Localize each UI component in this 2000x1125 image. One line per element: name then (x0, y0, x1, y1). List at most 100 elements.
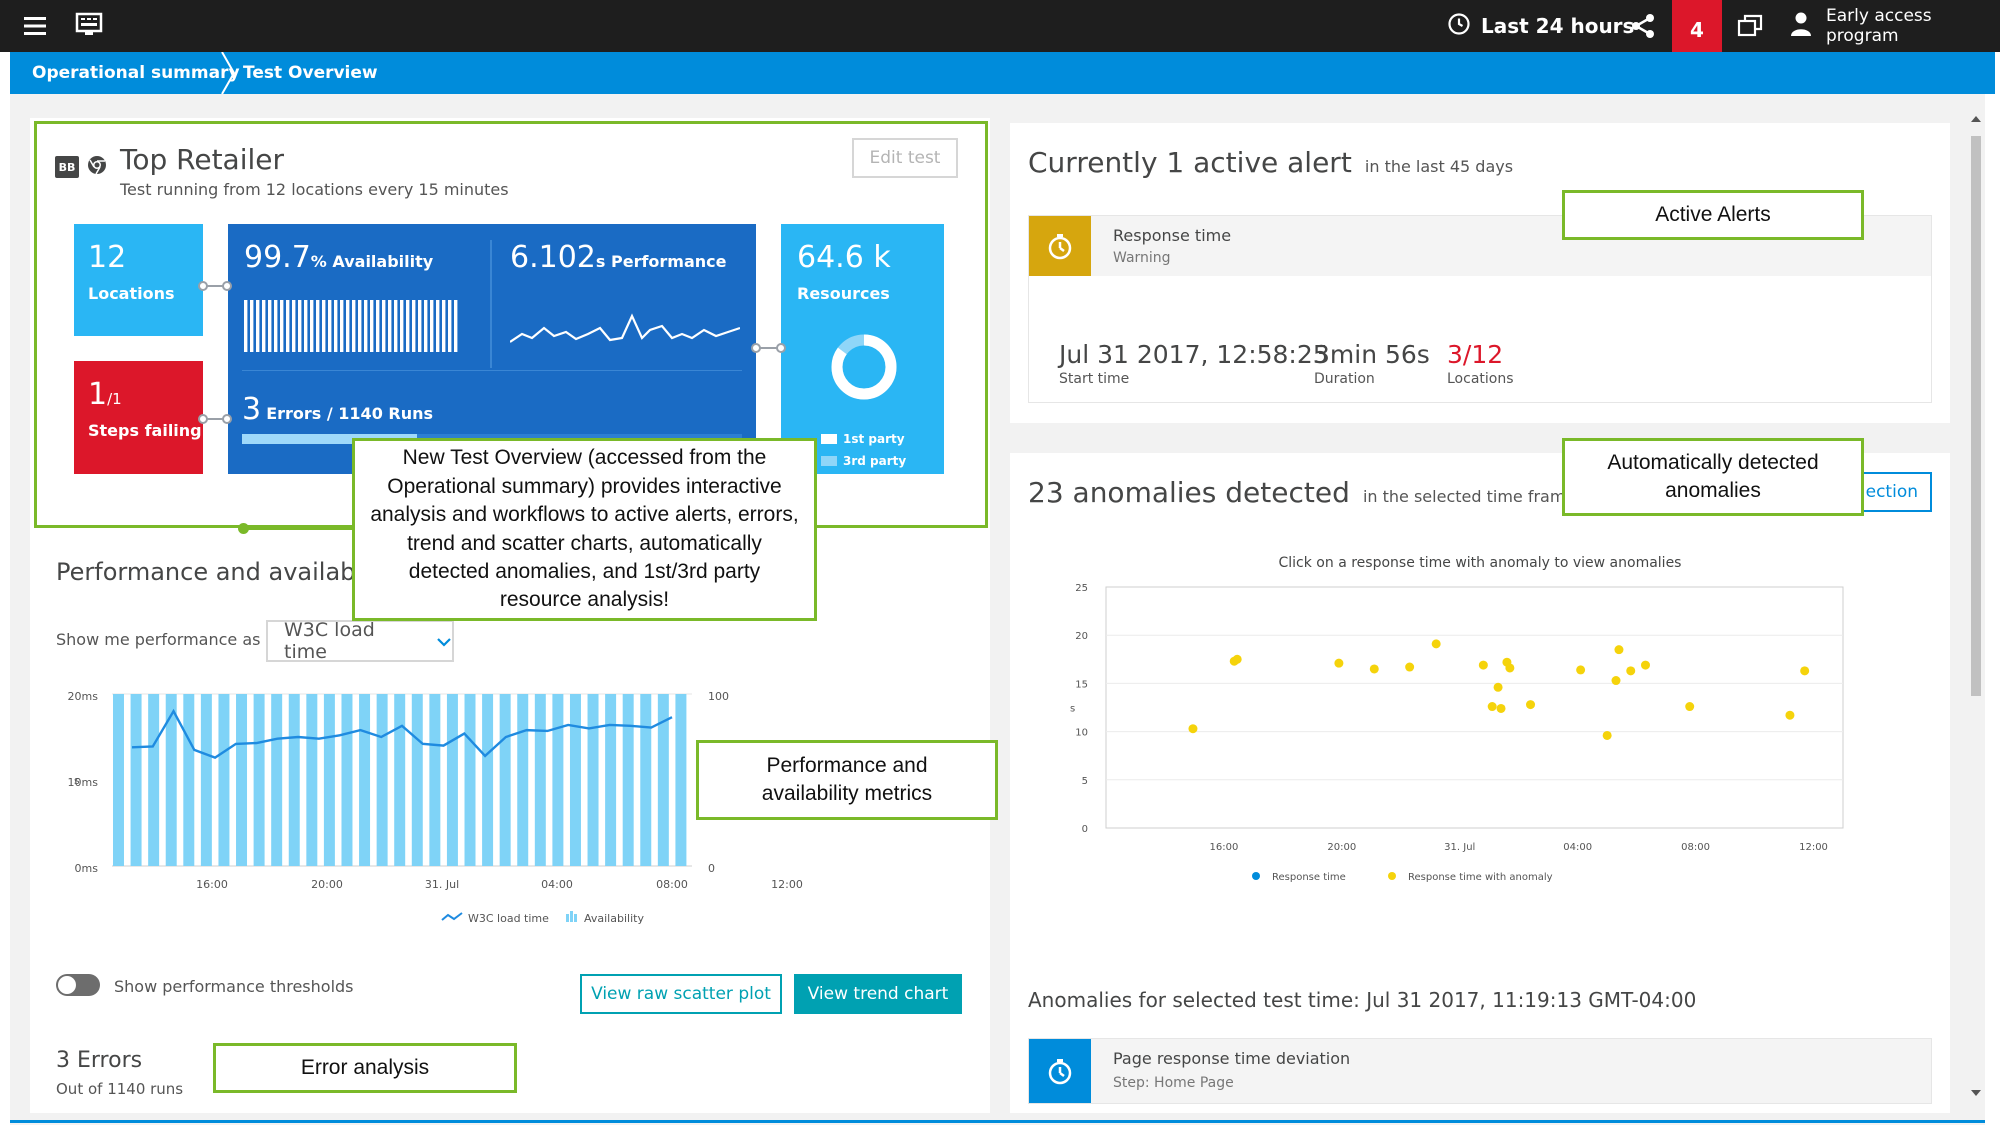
resources-tile[interactable]: 64.6 k Resources 1st party 3rd party (781, 224, 944, 474)
breadcrumb-test-overview[interactable]: Test Overview (243, 63, 378, 83)
availability-bar (587, 694, 599, 866)
legend-availability-label: Availability (584, 912, 644, 925)
anomalies-card (1010, 453, 1950, 1113)
performance-sparkline (510, 313, 740, 343)
performance-thresholds-toggle[interactable] (56, 974, 100, 996)
monitor-icon[interactable] (74, 10, 104, 40)
share-icon[interactable] (1630, 12, 1658, 40)
availability-spark-bar (292, 300, 296, 352)
alert-start-time-value: Jul 31 2017, 12:58:25 (1059, 340, 1329, 369)
anomaly-point (1487, 702, 1497, 712)
locations-value: 12 (88, 240, 127, 275)
anomaly-point (1602, 730, 1612, 740)
availability-bar (446, 694, 458, 866)
anomaly-point (1614, 645, 1624, 655)
stopwatch-icon (1029, 216, 1091, 276)
highlight-connector-line (244, 528, 354, 530)
early-access-label: Early access program (1826, 6, 1932, 46)
locations-tile[interactable]: 12 Locations (74, 224, 203, 336)
performance-callout-line: availability metrics (761, 782, 933, 805)
availability-spark-bar (370, 300, 374, 352)
errors-section-subtitle: Out of 1140 runs (56, 1080, 184, 1098)
tile-divider (490, 240, 492, 368)
availability-bar (429, 694, 441, 866)
alert-start-time: Jul 31 2017, 12:58:25 Start time (1059, 340, 1329, 387)
view-trend-chart-button[interactable]: View trend chart (794, 974, 962, 1014)
availability-spark-bar (262, 300, 266, 352)
anomaly-point (1785, 710, 1795, 720)
browser-monitor-badge: BB (55, 156, 79, 178)
edit-test-button[interactable]: Edit test (852, 138, 958, 178)
test-title: Top Retailer (120, 143, 285, 176)
legend-response-label: Response time (1272, 872, 1346, 883)
connector-dot (222, 414, 232, 424)
availability-bar (218, 694, 230, 866)
selected-anomalies-title: Anomalies for selected test time: Jul 31… (1028, 988, 1697, 1012)
connector-dot (776, 343, 786, 353)
availability-value: 99.7 (244, 240, 311, 275)
x-tick-label: 31. Jul (425, 878, 459, 891)
x-tick-label: 12:00 (1799, 842, 1828, 853)
test-subtitle: Test running from 12 locations every 15 … (120, 180, 509, 199)
connector-dot (198, 414, 208, 424)
timeframe-label: Last 24 hours (1481, 14, 1635, 38)
y-tick-label: 25 (1075, 583, 1088, 594)
y-tick-label: 0ms (75, 862, 99, 875)
availability-spark-bar (298, 300, 302, 352)
alert-locations: 3/12 Locations (1447, 340, 1514, 387)
breadcrumb-operational-summary[interactable]: Operational summary (32, 63, 240, 83)
intro-callout-line: trend and scatter charts, automatically (407, 531, 762, 555)
page-scrollbar[interactable] (1968, 100, 1984, 1100)
availability-unit: % Availability (310, 252, 434, 271)
performance-metric-dropdown[interactable]: W3C load time (266, 619, 454, 663)
availability-bar (323, 694, 335, 866)
availability-performance-tile[interactable]: 99.7% Availability 6.102s Performance 3 … (228, 224, 756, 474)
chevron-down-icon (436, 630, 452, 652)
anomalies-callout-line: anomalies (1665, 479, 1761, 502)
availability-bar (148, 694, 160, 866)
y-axis-label: s (1070, 704, 1075, 715)
availability-bar (411, 694, 423, 866)
steps-failing-tile[interactable]: 1/1 Steps failing (74, 361, 203, 474)
hamburger-icon[interactable] (22, 13, 48, 39)
alert-response-time-row[interactable]: Response time Warning Jul 31 2017, 12:58… (1028, 215, 1932, 403)
breadcrumb-separator-icon (221, 52, 236, 94)
x-tick-label: 16:00 (196, 878, 228, 891)
availability-spark-bar (406, 300, 410, 352)
anomaly-row[interactable]: Page response time deviation Step: Home … (1028, 1038, 1932, 1104)
footer-line (10, 1120, 1985, 1123)
x-tick-label: 04:00 (541, 878, 573, 891)
anomaly-point (1526, 700, 1536, 710)
problems-count-badge[interactable]: 4 (1672, 0, 1722, 52)
error-analysis-callout: Error analysis (213, 1043, 517, 1093)
x-tick-label: 16:00 (1210, 842, 1239, 853)
anomalies-callout: Automatically detected anomalies (1562, 438, 1864, 516)
early-access-program-link[interactable]: Early access program (1790, 0, 2000, 52)
availability-spark-bar (424, 300, 428, 352)
alert-duration-label: Duration (1314, 371, 1375, 387)
clock-icon (1447, 12, 1471, 41)
availability-spark-bar (334, 300, 338, 352)
availability-bar (271, 694, 283, 866)
alert-locations-value: 3/12 (1447, 340, 1504, 369)
availability-spark-bar (376, 300, 380, 352)
errors-section-title: 3 Errors (56, 1048, 143, 1073)
timeframe-selector[interactable]: Last 24 hours (1447, 0, 1634, 52)
legend-line-icon (441, 912, 463, 921)
resources-value: 64.6 k (797, 240, 891, 275)
performance-section-title: Performance and availabilit (56, 558, 385, 586)
availability-bar (306, 694, 318, 866)
anomaly-point (1334, 658, 1344, 668)
view-raw-scatter-plot-button[interactable]: View raw scatter plot (580, 974, 782, 1014)
plot-area (1105, 586, 1844, 829)
availability-spark-bar (322, 300, 326, 352)
locations-label: Locations (88, 284, 175, 303)
y-tick-label: 20 (1075, 631, 1088, 642)
y-tick-label: 0 (1082, 824, 1088, 835)
availability-spark-bar (268, 300, 272, 352)
windows-icon[interactable] (1736, 12, 1764, 40)
anomaly-scatter-chart[interactable]: 25 20 15 10 5 0 s 16:00 20:00 31. Jul 04:00 08:00 12… (1050, 575, 1930, 915)
connector-dot (751, 343, 761, 353)
performance-availability-chart[interactable]: 20ms 10ms 0ms s 100 0 16:00 20:00 31. Jul 04:00 08… (60, 690, 940, 960)
availability-bar (165, 694, 177, 866)
